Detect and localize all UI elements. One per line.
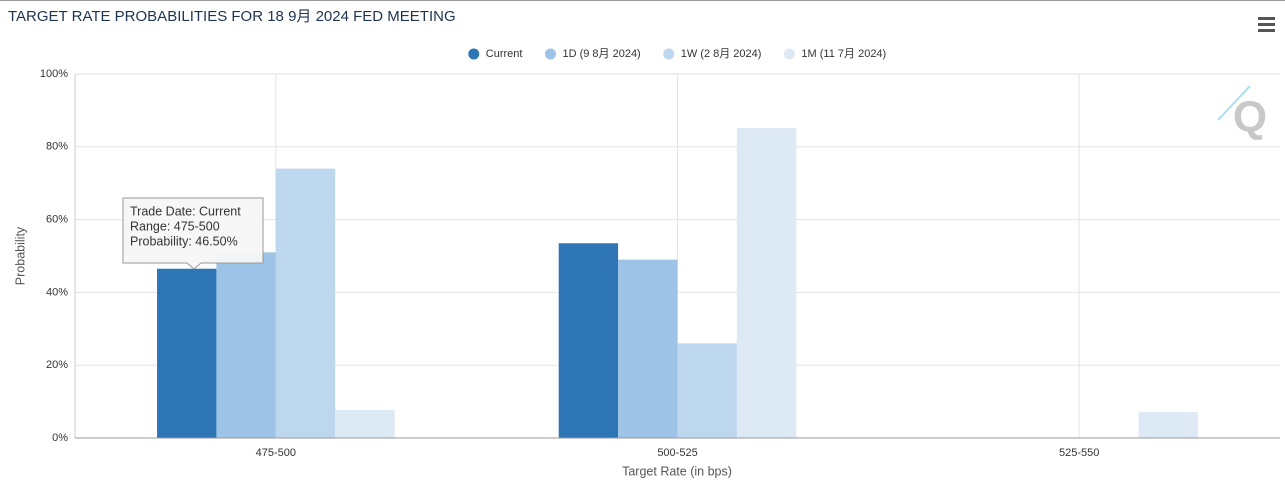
y-tick-label: 100%	[40, 68, 68, 80]
x-tick-label: 525-550	[1059, 447, 1099, 459]
bar	[677, 343, 737, 438]
legend-item[interactable]: 1W (2 8月 2024)	[663, 48, 761, 60]
legend-item[interactable]: 1D (9 8月 2024)	[544, 48, 641, 60]
legend-marker	[783, 48, 795, 60]
bar	[1138, 412, 1198, 438]
bar	[736, 127, 797, 438]
y-tick-label: 60%	[46, 214, 68, 226]
legend-label: Current	[486, 48, 523, 60]
logo: Q	[1217, 85, 1267, 142]
x-axis-title: Target Rate (in bps)	[622, 464, 732, 478]
bar	[618, 259, 678, 438]
legend: Current 1D (9 8月 2024) 1W (2 8月 2024) 1M (1…	[468, 48, 886, 60]
tooltip-line: Probability: 46.50%	[130, 234, 238, 248]
y-axis-title: Probability	[13, 226, 27, 285]
y-tick-label: 20%	[46, 359, 68, 371]
y-tick-label: 40%	[46, 286, 68, 298]
bar	[216, 252, 276, 438]
bar	[335, 409, 395, 438]
legend-item[interactable]: 1M (11 7月 2024)	[783, 48, 886, 60]
x-tick-label: 475-500	[256, 447, 296, 459]
legend-item[interactable]: Current	[468, 48, 522, 60]
tooltip-line: Range: 475-500	[130, 219, 220, 233]
tooltip-box	[122, 197, 264, 270]
tooltip-line: Trade Date: Current	[130, 204, 241, 218]
bar	[558, 243, 619, 438]
legend-label: 1D (9 8月 2024)	[562, 48, 640, 60]
y-tick-label: 0%	[52, 432, 68, 444]
bar	[157, 268, 217, 438]
legend-label: 1M (11 7月 2024)	[801, 48, 886, 60]
chart-title: TARGET RATE PROBABILITIES FOR 18 9月 2024…	[8, 8, 456, 25]
y-tick-label: 80%	[46, 141, 68, 153]
legend-label: 1W (2 8月 2024)	[681, 48, 762, 60]
legend-marker	[544, 48, 556, 60]
x-tick-label: 500-525	[657, 447, 697, 459]
legend-marker	[663, 48, 675, 60]
svg-text:Q: Q	[1233, 93, 1267, 142]
menu-icon[interactable]	[1258, 17, 1275, 32]
legend-marker	[468, 48, 480, 60]
bar	[275, 168, 336, 438]
